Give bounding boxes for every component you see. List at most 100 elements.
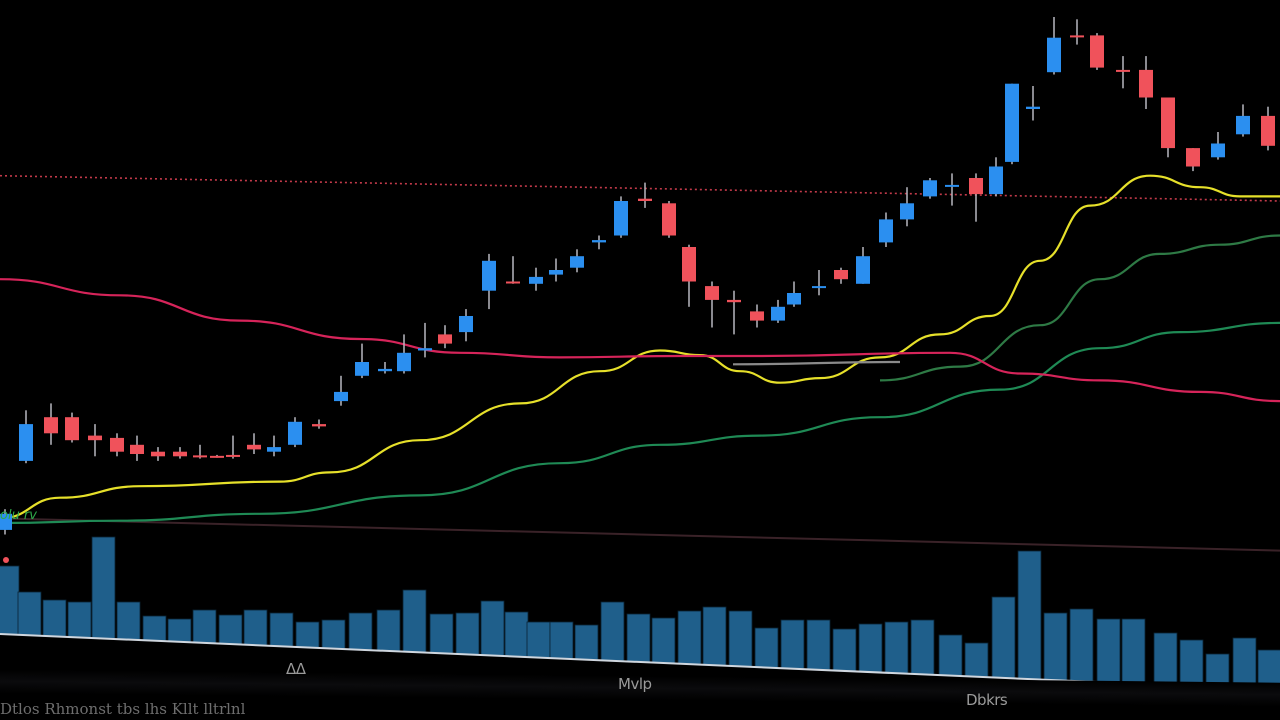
reference-line	[0, 174, 1280, 202]
moving-average-line	[732, 360, 901, 366]
moving-average-line	[0, 174, 1280, 520]
candle	[1211, 132, 1225, 160]
candle	[682, 244, 696, 307]
candle	[247, 433, 261, 454]
volume-bar	[858, 623, 883, 673]
candle	[397, 334, 411, 374]
candle	[1047, 17, 1061, 75]
x-axis-label-2: Mvlp	[618, 675, 652, 693]
candle	[334, 375, 348, 406]
volume-bar	[754, 627, 779, 668]
candle	[856, 247, 870, 284]
candle	[378, 362, 392, 374]
volume-bar	[1017, 550, 1042, 680]
volume-bar	[806, 619, 831, 671]
volume-bar	[218, 614, 243, 645]
volume-bar	[142, 615, 167, 642]
candle	[900, 187, 914, 227]
volume-bar	[964, 642, 989, 678]
candle	[459, 309, 473, 342]
volume-bar	[321, 619, 346, 649]
candle	[662, 201, 676, 238]
moving-average-line	[0, 321, 1280, 525]
candle	[482, 253, 496, 310]
volume-bar	[910, 619, 935, 675]
moving-average-line	[879, 234, 1280, 382]
volume-marker-dot	[3, 557, 9, 563]
candle	[110, 433, 124, 457]
candle	[226, 435, 240, 459]
volume-bar	[67, 601, 92, 638]
candle	[1261, 106, 1275, 151]
reference-lines	[0, 174, 1280, 552]
candle	[1005, 83, 1019, 165]
volume-bar	[626, 613, 651, 663]
candle	[834, 267, 848, 284]
candle	[506, 256, 520, 284]
moving-average-line	[0, 278, 1280, 403]
moving-average-lines	[0, 174, 1280, 525]
volume-bar	[728, 610, 753, 667]
candle	[750, 304, 764, 328]
candle	[355, 343, 369, 379]
volume-bar	[991, 596, 1016, 679]
volume-bar	[402, 589, 427, 653]
candle	[1161, 97, 1175, 158]
candle	[879, 212, 893, 247]
volume-bar	[526, 621, 551, 658]
candle	[989, 157, 1003, 197]
candle	[88, 424, 102, 457]
volume-bar	[1096, 618, 1121, 683]
volume-bar	[504, 611, 529, 657]
candle	[44, 403, 58, 445]
volume-bar	[574, 624, 599, 661]
candle	[65, 412, 79, 443]
volume-bar	[348, 612, 373, 651]
volume-bar	[1153, 632, 1178, 686]
candle	[812, 270, 826, 296]
candle	[438, 325, 452, 349]
candle	[549, 258, 563, 282]
candle	[570, 249, 584, 273]
volume-bar	[1121, 618, 1146, 684]
candle	[614, 196, 628, 238]
volume-bar	[295, 621, 320, 648]
volume-bar	[549, 621, 574, 659]
volume-bar	[116, 601, 141, 640]
candle	[312, 419, 326, 429]
volume-bar	[651, 617, 676, 664]
candle	[1186, 148, 1200, 172]
volume-bar	[455, 612, 480, 655]
candle	[638, 182, 652, 208]
candle	[130, 435, 144, 461]
candle	[1116, 56, 1130, 89]
volume-bar	[1069, 608, 1094, 682]
volume-bar	[600, 601, 625, 662]
candle	[267, 435, 281, 457]
volume-bar	[429, 613, 454, 654]
candle	[418, 322, 432, 358]
volume-bar	[243, 609, 268, 646]
volume-bar	[938, 634, 963, 676]
candle	[787, 281, 801, 307]
candle	[0, 509, 12, 535]
volume-bar	[884, 621, 909, 674]
volume-bar	[192, 609, 217, 644]
candle	[1090, 33, 1104, 70]
reference-line	[0, 517, 1280, 552]
x-axis-label-3: Dbkrs	[966, 691, 1008, 709]
volume-bar	[167, 618, 192, 643]
volume-bar	[0, 565, 20, 635]
candle	[529, 267, 543, 291]
volume-bar	[91, 536, 116, 639]
x-axis-label-1: ΔΔ	[286, 660, 306, 678]
candle	[193, 444, 207, 459]
candle	[151, 447, 165, 461]
candle	[705, 281, 719, 328]
volume-bar	[702, 606, 727, 666]
candle	[19, 410, 33, 464]
candle	[771, 299, 785, 323]
volume-bar	[780, 619, 805, 670]
candle	[210, 454, 224, 458]
